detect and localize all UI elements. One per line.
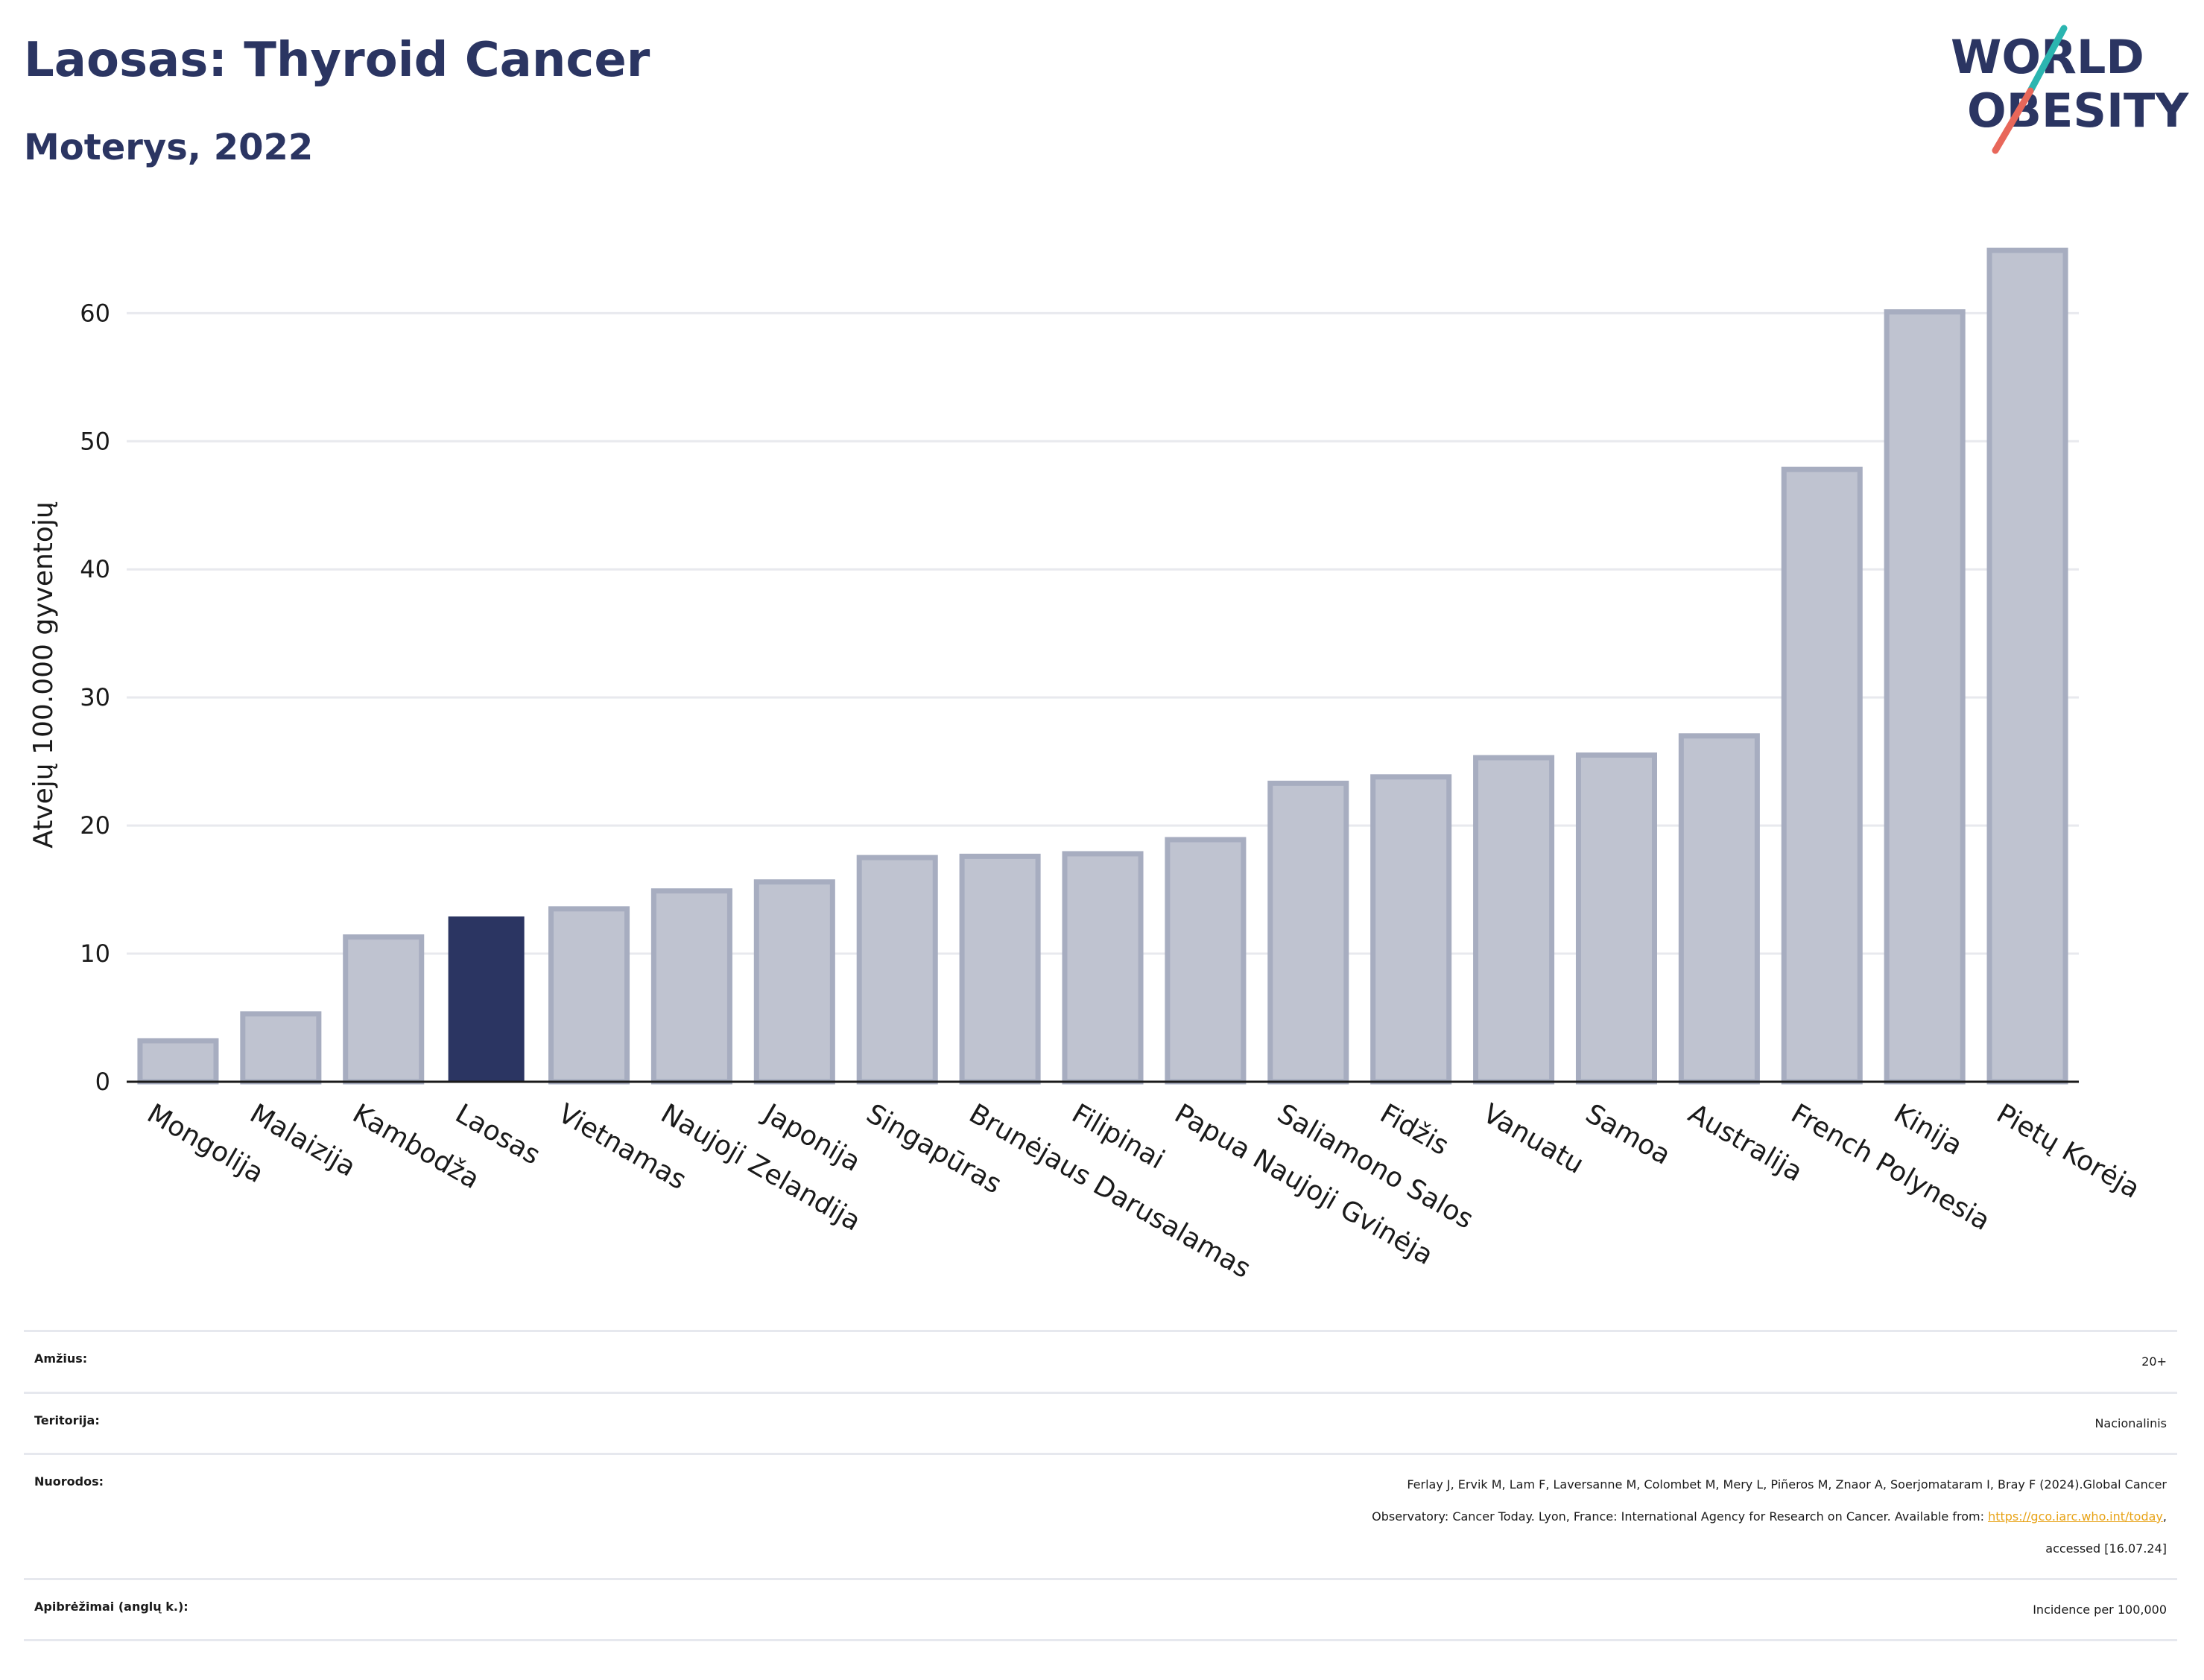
x-tick-label: Samoa	[1580, 1098, 1676, 1171]
metadata-value-line: Observatory: Cancer Today. Lyon, France:…	[1372, 1509, 2167, 1524]
bar	[137, 1038, 219, 1085]
metadata-value: Incidence per 100,000	[2033, 1594, 2167, 1626]
chart-title: Laosas: Thyroid Cancer	[24, 33, 650, 88]
metadata-label: Apibrėžimai (anglų k.):	[34, 1600, 189, 1614]
bar	[1473, 755, 1555, 1085]
x-tick-label: Vanuatu	[1478, 1098, 1589, 1180]
metadata-value-line: Nacionalinis	[2094, 1416, 2167, 1430]
metadata-row: Apibrėžimai (anglų k.): Incidence per 100…	[24, 1578, 2177, 1641]
y-tick-label: 50	[80, 427, 110, 455]
bar-chart: 0 10 20 30 40 50 60 Atvejų 100.000 gyventojų Mon…	[28, 247, 2145, 1284]
source-link[interactable]: https://gco.iarc.who.int/today	[1988, 1509, 2163, 1524]
bar	[959, 853, 1041, 1085]
y-tick-label: 20	[80, 811, 110, 840]
metadata-value: Ferlay J, Ervik M, Lam F, Laversanne M, …	[1372, 1468, 2167, 1565]
x-tick-label: Australija	[1683, 1098, 1808, 1188]
metadata-value: 20+	[2141, 1345, 2167, 1378]
x-tick-label: Pietų Korėja	[1992, 1098, 2145, 1205]
logo-line2: OBESITY	[1967, 83, 2189, 138]
metadata-label: Teritorija:	[34, 1413, 100, 1427]
y-axis-title: Atvejų 100.000 gyventojų	[28, 501, 59, 849]
x-tick-label: Mongolija	[142, 1098, 268, 1189]
y-tick-label: 10	[80, 939, 110, 968]
chart-subtitle: Moterys, 2022	[24, 127, 314, 168]
metadata-bottom-border	[24, 1639, 2177, 1641]
bar	[1062, 851, 1144, 1085]
metadata-row: Teritorija: Nacionalinis	[24, 1392, 2177, 1455]
bar	[753, 879, 835, 1085]
bar	[1678, 733, 1760, 1085]
y-tick-label: 60	[80, 299, 110, 327]
y-tick-label: 0	[95, 1068, 110, 1096]
metadata-row: Amžius: 20+	[24, 1330, 2177, 1394]
y-tick-label: 40	[80, 555, 110, 583]
x-tick-label: Fidžis	[1375, 1098, 1454, 1161]
metadata-value: Nacionalinis	[2094, 1407, 2167, 1439]
y-tick-label: 30	[80, 683, 110, 711]
bar	[856, 855, 938, 1085]
metadata-value-line: 20+	[2141, 1354, 2167, 1369]
x-tick-label: Kinija	[1889, 1098, 1968, 1161]
bar	[650, 888, 732, 1085]
bar	[1781, 466, 1863, 1085]
bar	[1267, 780, 1349, 1085]
metadata-row: Nuorodos: Ferlay J, Ervik M, Lam F, Laver…	[24, 1453, 2177, 1580]
bar	[1165, 837, 1247, 1085]
bar	[1575, 752, 1657, 1085]
bar	[240, 1011, 322, 1085]
bar	[1986, 247, 2068, 1085]
metadata-value-line: Ferlay J, Ervik M, Lam F, Laversanne M, …	[1407, 1477, 2167, 1492]
world-obesity-logo: WORLD OBESITY	[1951, 25, 2189, 154]
x-tick-label: French Polynesia	[1786, 1098, 1995, 1237]
bar	[448, 916, 525, 1082]
bar	[343, 934, 425, 1085]
bar	[1884, 309, 1966, 1085]
bar	[1370, 774, 1452, 1085]
metadata-label: Amžius:	[34, 1351, 88, 1366]
metadata-value-line: Incidence per 100,000	[2033, 1603, 2167, 1617]
metadata-label: Nuorodos:	[34, 1474, 104, 1489]
metadata-value-line: accessed [16.07.24]	[2045, 1541, 2167, 1556]
bar	[548, 906, 630, 1085]
